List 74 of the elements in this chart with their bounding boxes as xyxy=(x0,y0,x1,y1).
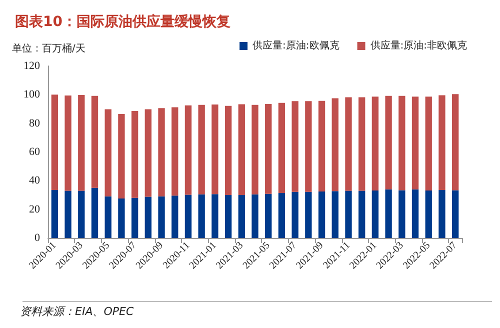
bar xyxy=(104,109,112,196)
legend-label: 供应量:原油:欧佩克 xyxy=(252,40,340,52)
bar xyxy=(358,97,366,191)
bar xyxy=(345,97,352,191)
bar xyxy=(131,198,138,238)
y-tick-label: 80 xyxy=(29,117,40,130)
bar xyxy=(385,189,392,238)
bar xyxy=(91,188,98,238)
y-tick-label: 60 xyxy=(29,146,40,158)
bar xyxy=(238,104,245,195)
bar xyxy=(278,192,286,238)
bar xyxy=(372,96,379,191)
y-axis-title: 单位：百万桶/天 xyxy=(12,42,86,54)
y-tick-label: 100 xyxy=(24,88,40,101)
bar xyxy=(265,104,272,194)
bar xyxy=(372,190,379,238)
y-tick-label: 20 xyxy=(29,203,40,216)
bar xyxy=(332,191,338,238)
bar xyxy=(172,107,178,196)
bar xyxy=(184,194,192,238)
bar xyxy=(438,190,446,238)
y-tick-label: 120 xyxy=(24,60,40,72)
bar xyxy=(398,96,406,190)
bar xyxy=(358,190,366,238)
bar xyxy=(198,194,205,238)
legend-label: 供应量:原油:非欧佩克 xyxy=(370,40,468,52)
bar xyxy=(452,190,459,238)
bar xyxy=(184,105,192,195)
bar xyxy=(425,190,432,238)
bar xyxy=(118,114,125,198)
bar xyxy=(305,192,312,238)
bar xyxy=(212,194,218,238)
bar xyxy=(425,96,432,191)
chart-title: 图表10：国际原油供应量缓慢恢复 xyxy=(15,13,230,30)
bar xyxy=(292,192,298,238)
bar xyxy=(385,96,392,190)
bar xyxy=(144,109,152,197)
bar xyxy=(398,190,406,238)
y-tick-label: 40 xyxy=(29,174,40,187)
bar xyxy=(118,198,125,238)
bar xyxy=(238,195,245,238)
bar xyxy=(292,101,298,192)
bar xyxy=(452,94,459,190)
bar xyxy=(64,96,72,191)
bar xyxy=(305,101,312,192)
bar xyxy=(158,108,165,196)
bar xyxy=(252,194,258,238)
bar xyxy=(51,190,58,238)
bar xyxy=(345,190,352,238)
bar xyxy=(318,100,326,192)
bar xyxy=(51,94,58,190)
bar xyxy=(131,111,138,198)
bar xyxy=(265,194,272,238)
bar xyxy=(91,96,98,188)
y-tick-label: 0 xyxy=(34,232,40,244)
bar xyxy=(318,192,326,238)
text: 资料来源：EIA、OPEC xyxy=(20,305,134,318)
bar xyxy=(64,190,72,238)
bar xyxy=(198,104,205,194)
bar xyxy=(332,98,338,192)
bar xyxy=(212,104,218,194)
bar xyxy=(224,106,232,195)
bar xyxy=(78,94,85,191)
bar xyxy=(438,95,446,190)
bar xyxy=(172,196,178,238)
bar xyxy=(158,196,165,238)
bar xyxy=(412,96,419,190)
bar xyxy=(278,102,286,193)
bar xyxy=(412,189,419,238)
bar xyxy=(104,196,112,238)
bar xyxy=(144,196,152,238)
bar xyxy=(252,104,258,194)
bar xyxy=(224,195,232,238)
bar xyxy=(78,190,85,238)
